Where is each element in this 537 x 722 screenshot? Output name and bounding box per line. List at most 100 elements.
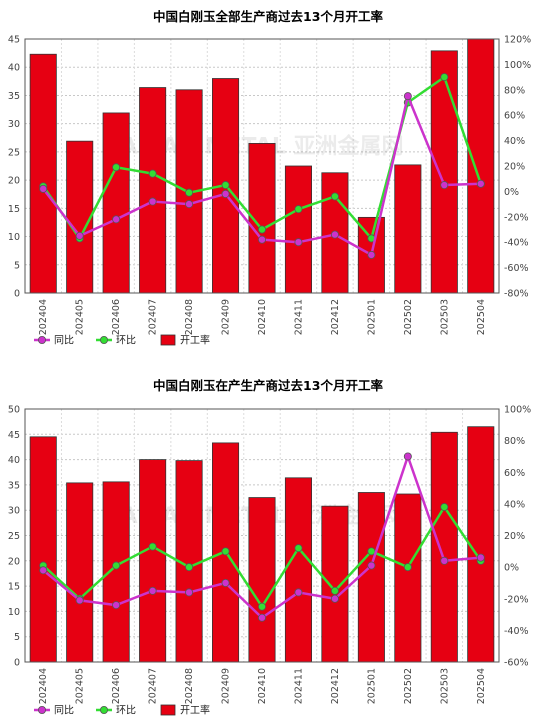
plot-area: 0 5 10 15 20 25 30 35 40 45 50 -60% -40% -20% 0% 20% 40%… <box>8 405 531 705</box>
point-同比-202409 <box>221 578 230 587</box>
y2-tick-label: 40% <box>504 136 525 147</box>
point-同比-202503 <box>440 556 449 565</box>
bar-202406 <box>102 112 130 294</box>
x-tick-label: 202406 <box>111 668 122 704</box>
point-同比-202407 <box>148 586 157 595</box>
x-tick-label: 202503 <box>439 299 450 335</box>
point-环比-202406 <box>112 163 121 172</box>
y2-tick-label: 100% <box>504 60 531 71</box>
y-tick-label: 20 <box>8 176 20 187</box>
y2-tick-label: -40% <box>504 626 529 637</box>
x-tick-label: 202501 <box>366 299 377 335</box>
bar-202410 <box>248 497 276 663</box>
x-tick-label: 202406 <box>111 299 122 335</box>
bar-202404 <box>29 436 57 663</box>
point-同比-202404 <box>39 566 48 575</box>
point-环比-202409 <box>221 547 230 556</box>
y2-tick-label: 80% <box>504 85 525 96</box>
point-环比-202412 <box>330 192 339 201</box>
point-环比-202410 <box>257 602 266 611</box>
y-tick-label: 45 <box>8 35 20 46</box>
x-tick-label: 202409 <box>221 299 232 335</box>
x-tick-label: 202412 <box>330 668 341 704</box>
point-同比-202502 <box>403 92 412 101</box>
y-tick-label: 40 <box>8 455 20 466</box>
y2-tick-label: 120% <box>504 35 531 46</box>
point-同比-202410 <box>257 235 266 244</box>
y-tick-label: 30 <box>8 119 20 130</box>
y-tick-label: 45 <box>8 430 20 441</box>
chart-title: 中国白刚玉全部生产商过去13个月开工率 <box>153 9 383 24</box>
y2-tick-label: -80% <box>504 289 529 300</box>
point-同比-202501 <box>367 250 376 259</box>
y-tick-label: 5 <box>14 632 20 643</box>
point-环比-202409 <box>221 181 230 190</box>
plot-frame <box>24 38 500 294</box>
y-tick-label: 5 <box>14 260 20 271</box>
point-环比-202407 <box>148 542 157 551</box>
y-tick-label: 15 <box>8 204 20 215</box>
x-tick-label: 202504 <box>476 668 487 704</box>
y2-tick-label: 20% <box>504 162 525 173</box>
bar-202406 <box>102 481 130 663</box>
legend: 同比 环比 开工率 <box>34 334 210 347</box>
y-tick-label: 15 <box>8 582 20 593</box>
point-同比-202501 <box>367 561 376 570</box>
bar-202503 <box>430 431 458 663</box>
point-同比-202503 <box>440 181 449 190</box>
bar-202504 <box>467 426 495 663</box>
x-tick-label: 202405 <box>75 668 86 704</box>
y-tick-label: 25 <box>8 531 20 542</box>
legend-label: 同比 <box>54 705 74 717</box>
x-tick-label: 202504 <box>476 299 487 335</box>
point-环比-202410 <box>257 225 266 234</box>
y-tick-label: 40 <box>8 63 20 74</box>
bar-202407 <box>139 459 167 663</box>
y-tick-label: 10 <box>8 607 20 618</box>
legend: 同比 环比 开工率 <box>34 704 210 717</box>
y2-tick-label: -60% <box>504 658 529 669</box>
point-同比-202411 <box>294 238 303 247</box>
y2-tick-label: 100% <box>504 405 531 416</box>
point-同比-202408 <box>185 200 194 209</box>
x-tick-label: 202405 <box>75 299 86 335</box>
x-tick-label: 202404 <box>38 299 49 335</box>
legend-swatch-开工率 <box>160 334 176 346</box>
point-环比-202412 <box>330 586 339 595</box>
legend-label: 环比 <box>116 705 136 717</box>
x-tick-label: 202404 <box>38 668 49 704</box>
point-同比-202405 <box>75 596 84 605</box>
chart-all-producers: 中国白刚玉全部生产商过去13个月开工率 0 5 10 15 20 25 30 35 40 45 -8… <box>8 9 531 347</box>
bar-202503 <box>430 50 458 294</box>
y2-tick-label: 0% <box>504 563 519 574</box>
point-同比-202405 <box>75 231 84 240</box>
point-同比-202410 <box>257 613 266 622</box>
point-同比-202409 <box>221 189 230 198</box>
x-tick-label: 202502 <box>403 668 414 704</box>
legend-label: 开工率 <box>180 704 210 717</box>
point-同比-202411 <box>294 588 303 597</box>
x-tick-label: 202503 <box>439 668 450 704</box>
x-tick-label: 202407 <box>148 668 159 704</box>
legend-marker-环比 <box>100 335 109 344</box>
point-同比-202406 <box>112 215 121 224</box>
y-tick-label: 10 <box>8 232 20 243</box>
legend-label: 环比 <box>116 335 136 347</box>
chart-title: 中国白刚玉在产生产商过去13个月开工率 <box>153 378 383 393</box>
x-tick-label: 202502 <box>403 299 414 335</box>
bar-202407 <box>139 87 167 294</box>
y2-tick-label: 40% <box>504 499 525 510</box>
y-tick-label: 30 <box>8 506 20 517</box>
x-tick-label: 202411 <box>293 668 304 704</box>
bar-202502 <box>394 493 422 663</box>
point-环比-202411 <box>294 544 303 553</box>
y-tick-label: 20 <box>8 556 20 567</box>
legend-marker-同比 <box>38 335 47 344</box>
x-tick-label: 202501 <box>366 668 377 704</box>
y-tick-label: 0 <box>14 289 20 300</box>
y-tick-label: 0 <box>14 658 20 669</box>
point-环比-202503 <box>440 503 449 512</box>
legend-marker-环比 <box>100 705 109 714</box>
x-tick-label: 202409 <box>221 668 232 704</box>
x-tick-label: 202412 <box>330 299 341 335</box>
